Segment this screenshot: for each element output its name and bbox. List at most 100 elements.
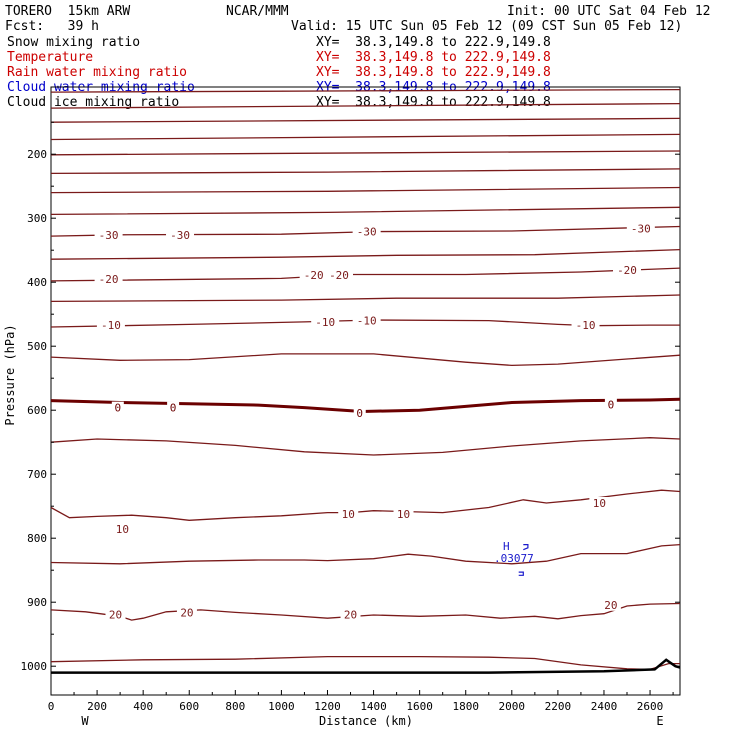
x-tick-label: 800 (225, 700, 245, 713)
isotherm-line (50, 294, 681, 303)
isotherm-line (50, 543, 681, 565)
isotherm-line (50, 186, 681, 194)
x-axis-label: Distance (km) (319, 714, 413, 728)
isotherm-line (50, 102, 681, 109)
field-legend-name: Rain water mixing ratio (7, 65, 188, 80)
field-legend-name: Snow mixing ratio (7, 35, 141, 50)
contour-label: -30 (357, 226, 377, 239)
terrain-line (51, 658, 681, 674)
cloud-water-contour (523, 544, 529, 551)
contour-label: 10 (397, 508, 410, 521)
cloud-water-contour (518, 571, 524, 576)
y-tick-label: 200 (27, 148, 47, 161)
contour-label: 0 (170, 402, 177, 415)
contour-label-bg (338, 507, 359, 520)
isotherm-line (50, 489, 681, 521)
contour-label-bg (352, 225, 381, 238)
terrain-layer (51, 658, 681, 674)
x-tick-label: 2600 (637, 700, 664, 713)
contour-label: -20 (304, 269, 324, 282)
contour-label-bg (340, 608, 361, 621)
contour-label-bg (167, 401, 180, 414)
isotherm-line (50, 133, 681, 141)
contour-label: -30 (170, 229, 190, 242)
field-legend-xy: XY= 38.3,149.8 to 222.9,149.8 (316, 65, 551, 80)
contour-label-bg (311, 315, 340, 328)
contour-label: -20 (617, 264, 637, 277)
contour-label-layer: -30 -30 -30 -30 -20 -20 -20 -20 -10 -10 -10 -10 0 0 0 0… (94, 222, 655, 621)
contour-label: 20 (180, 606, 193, 619)
isotherm-line (50, 88, 681, 93)
contour-label-bg (589, 497, 610, 509)
contour-label-bg (613, 264, 642, 277)
contour-label: -30 (631, 222, 651, 235)
y-tick-label: 400 (27, 276, 47, 289)
plot-frame (50, 86, 681, 696)
contour-label-bg (352, 314, 381, 327)
isotherm-line (50, 117, 681, 123)
contour-label: -30 (99, 229, 119, 242)
valid-time: Valid: 15 UTC Sun 05 Feb 12 (09 CST Sun … (291, 19, 683, 34)
contour-label: -10 (576, 319, 596, 332)
x-tick-label: 2000 (499, 700, 526, 713)
contour-label: 0 (115, 402, 122, 415)
isotherm-line (50, 168, 681, 175)
x-tick-label: 1400 (360, 700, 387, 713)
x-tick-label: 1800 (452, 700, 479, 713)
contour-label-bg (176, 606, 197, 619)
x-tick-label: 2200 (545, 700, 572, 713)
contour-label: 10 (593, 497, 606, 510)
contour-label-bg (112, 523, 133, 536)
y-tick-label: 1000 (21, 660, 48, 673)
x-tick-label: 1600 (406, 700, 433, 713)
isotherm-line (50, 150, 681, 156)
field-legend-xy: XY= 38.3,149.8 to 222.9,149.8 (316, 50, 551, 65)
y-axis-label: Pressure (hPa) (3, 324, 17, 425)
contour-label-bg (299, 269, 328, 282)
model-title: TORERO 15km ARW (5, 4, 131, 19)
contour-label: 20 (344, 608, 357, 621)
isotherm-line (50, 248, 681, 260)
cloud-water-layer: H.03077 (494, 540, 534, 576)
x-tick-label: 600 (179, 700, 199, 713)
contour-label-bg (604, 398, 617, 411)
x-tick-label: 200 (87, 700, 107, 713)
contour-label-bg (94, 273, 123, 285)
y-tick-label: 800 (27, 532, 47, 545)
x-tick-label: 0 (48, 700, 55, 713)
contour-label: 0 (356, 407, 363, 420)
contour-label: -10 (101, 319, 121, 332)
x-tick-label: 400 (133, 700, 153, 713)
x-tick-label: 1200 (314, 700, 341, 713)
field-legend-name: Cloud ice mixing ratio (7, 95, 180, 110)
contour-label: 0 (608, 398, 615, 411)
contour-label-bg (105, 608, 126, 621)
isotherm-line (50, 319, 680, 328)
x-axis-east-label: E (656, 714, 663, 728)
x-tick-label: 1000 (268, 700, 295, 713)
y-tick-label: 600 (27, 404, 47, 417)
contour-label-bg (393, 507, 414, 520)
isotherm-line (50, 206, 681, 216)
contour-label-bg (626, 222, 655, 235)
isotherm-line (50, 267, 681, 282)
contour-label: 10 (116, 523, 129, 536)
contour-label: -10 (357, 315, 377, 328)
contour-label-bg (571, 319, 600, 332)
contour-label: -20 (329, 269, 349, 282)
field-legend-xy: XY= 38.3,149.8 to 222.9,149.8 (316, 35, 551, 50)
center-title: NCAR/MMM (226, 4, 289, 19)
isotherm-layer (50, 88, 681, 671)
contour-label: 20 (109, 608, 122, 621)
y-tick-label: 500 (27, 340, 47, 353)
contour-label-bg (96, 319, 125, 332)
contour-label: -20 (99, 273, 119, 286)
field-legend-name: Temperature (7, 50, 94, 65)
x-axis-west-label: W (81, 714, 89, 728)
contour-label-bg (325, 269, 354, 282)
x-tick-label: 2400 (591, 700, 618, 713)
isotherm-line (50, 602, 681, 621)
contour-label-bg (353, 406, 366, 419)
contour-label-bg (94, 228, 123, 241)
